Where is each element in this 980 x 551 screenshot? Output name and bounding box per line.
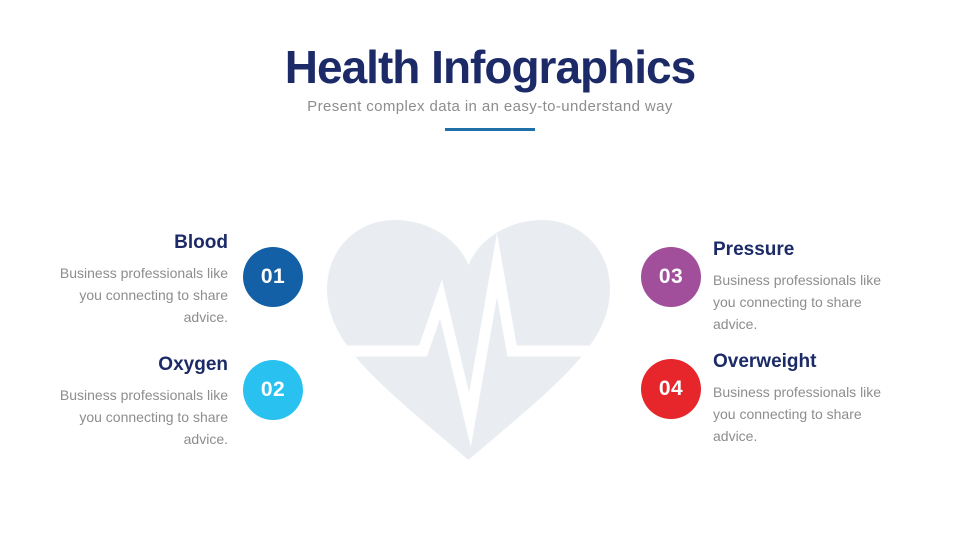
item-blood: Blood Business professionals like you co…: [42, 232, 228, 328]
heart-shape: [327, 220, 610, 460]
title-divider: [445, 128, 535, 131]
item-heading: Oxygen: [158, 354, 228, 375]
item-heading: Blood: [174, 232, 228, 253]
item-heading: Pressure: [713, 239, 795, 260]
item-heading: Overweight: [713, 351, 817, 372]
item-pressure: Pressure Business professionals like you…: [713, 239, 899, 335]
page-title: Health Infographics: [284, 41, 696, 93]
item-description: Business professionals like you connecti…: [59, 264, 228, 325]
item-description: Business professionals like you connecti…: [713, 383, 882, 444]
item-overweight: Overweight Business professionals like y…: [713, 351, 899, 447]
number-badge-04: 04: [641, 359, 701, 419]
ekg-line: [327, 232, 610, 448]
item-oxygen: Oxygen Business professionals like you c…: [42, 354, 228, 450]
page-subtitle: Present complex data in an easy-to-under…: [307, 98, 673, 115]
number-badge-03: 03: [641, 247, 701, 307]
number-badge-02: 02: [243, 360, 303, 420]
number-badge-01: 01: [243, 247, 303, 307]
heart-ekg-icon: [327, 220, 610, 460]
item-description: Business professionals like you connecti…: [59, 386, 228, 447]
item-description: Business professionals like you connecti…: [713, 271, 882, 332]
